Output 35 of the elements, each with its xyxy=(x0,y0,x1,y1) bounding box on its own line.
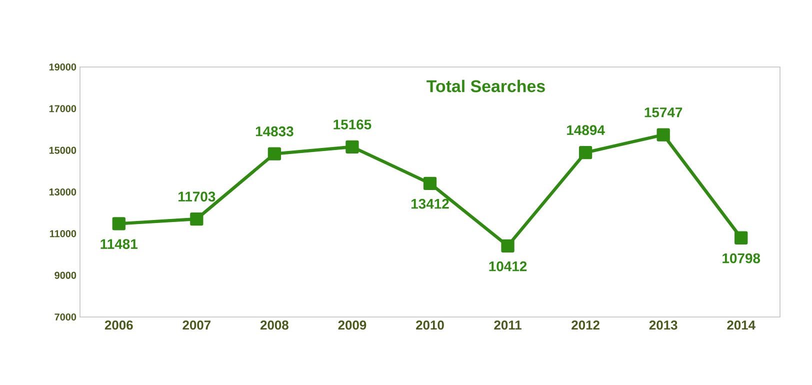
text: Total Searches xyxy=(426,80,545,92)
y-tick-label: 15000 xyxy=(49,146,76,154)
x-tick-label: 2008 xyxy=(260,320,288,330)
x-tick-label: 2013 xyxy=(649,320,678,330)
data-label: 14894 xyxy=(567,125,605,136)
point xyxy=(346,140,359,154)
point xyxy=(190,212,204,226)
point xyxy=(734,231,748,244)
x-tick-label: 2014 xyxy=(727,320,756,330)
y-tick-label: 17000 xyxy=(49,105,76,112)
data-label: 15165 xyxy=(334,120,372,130)
y-tick-label: 11000 xyxy=(50,230,76,238)
x-tick-label: 2006 xyxy=(104,320,133,330)
x-tick-label: 2007 xyxy=(182,320,211,330)
x-tick-label: 2009 xyxy=(338,320,366,330)
data-label: 15747 xyxy=(644,108,682,118)
x-tick-label: 2011 xyxy=(494,320,522,330)
point xyxy=(268,147,282,160)
x-tick-label: 2010 xyxy=(416,320,444,330)
data-label: 10412 xyxy=(489,261,527,272)
data-label: 11481 xyxy=(100,239,138,249)
y-tick-label: 9000 xyxy=(54,272,76,279)
data-label: 14833 xyxy=(256,126,294,136)
point xyxy=(501,239,514,252)
y-tick-label: 19000 xyxy=(49,63,76,71)
x-tick-label: 2012 xyxy=(572,320,600,330)
y-tick-label: 7000 xyxy=(54,313,76,321)
point xyxy=(656,128,670,142)
data-label: 13412 xyxy=(411,198,449,209)
data-label: 11703 xyxy=(178,192,216,202)
point xyxy=(578,146,592,160)
point xyxy=(423,176,437,190)
data-label: 10798 xyxy=(722,253,760,264)
y-tick-label: 13000 xyxy=(49,188,76,196)
point xyxy=(112,217,126,230)
